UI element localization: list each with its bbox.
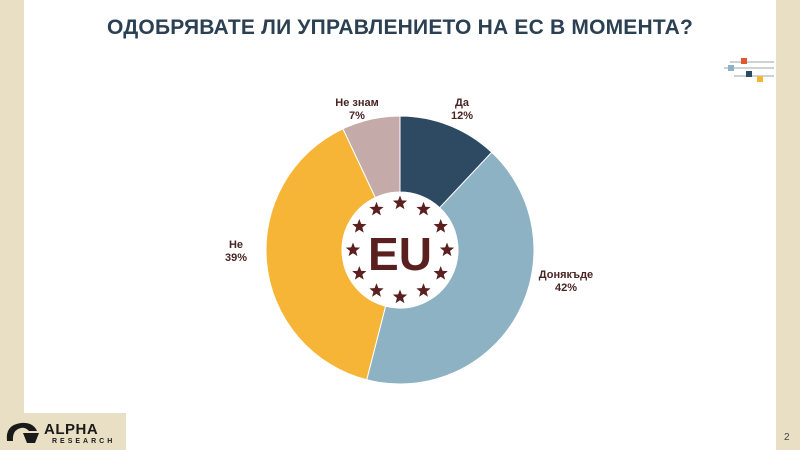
eu-star-icon: [369, 201, 384, 216]
eu-star-icon: [392, 289, 408, 304]
slice-value-3: 39%: [225, 252, 247, 264]
eu-star-icon: [416, 283, 431, 297]
slice-label-4: Не знам: [335, 97, 378, 109]
alpha-logo-icon: [6, 422, 39, 443]
slice-value-4: 7%: [349, 110, 365, 122]
slice-label-3: Не: [229, 239, 243, 251]
eu-star-icon: [439, 242, 455, 257]
slice-label-2: Донякъде: [539, 269, 593, 281]
eu-star-icon: [433, 266, 448, 280]
eu-star-icon: [433, 219, 448, 233]
eu-star-icon: [416, 201, 431, 216]
slice-group: [265, 115, 535, 385]
slice-label-1: Да: [455, 97, 470, 109]
eu-star-icon: [352, 219, 367, 233]
eu-star-icon: [352, 266, 367, 280]
eu-star-icon: [369, 283, 384, 297]
eu-stars: [345, 195, 455, 304]
eu-star-icon: [392, 195, 408, 210]
logo-subtitle: RESEARCH: [52, 438, 116, 445]
logo-wordmark: ALPHA: [44, 421, 99, 438]
page-number: 2: [784, 432, 790, 443]
eu-center-label: EU: [368, 228, 432, 280]
alpha-research-logo: ALPHA RESEARCH: [0, 413, 126, 450]
donut-hole: [342, 192, 458, 308]
chart-title: ОДОБРЯВАТЕ ЛИ УПРАВЛЕНИЕТО НА ЕС В МОМЕН…: [107, 16, 693, 39]
slice-value-2: 42%: [555, 282, 577, 294]
slice-value-1: 12%: [451, 110, 473, 122]
eu-star-icon: [345, 242, 361, 257]
decorative-lines: [724, 58, 774, 82]
